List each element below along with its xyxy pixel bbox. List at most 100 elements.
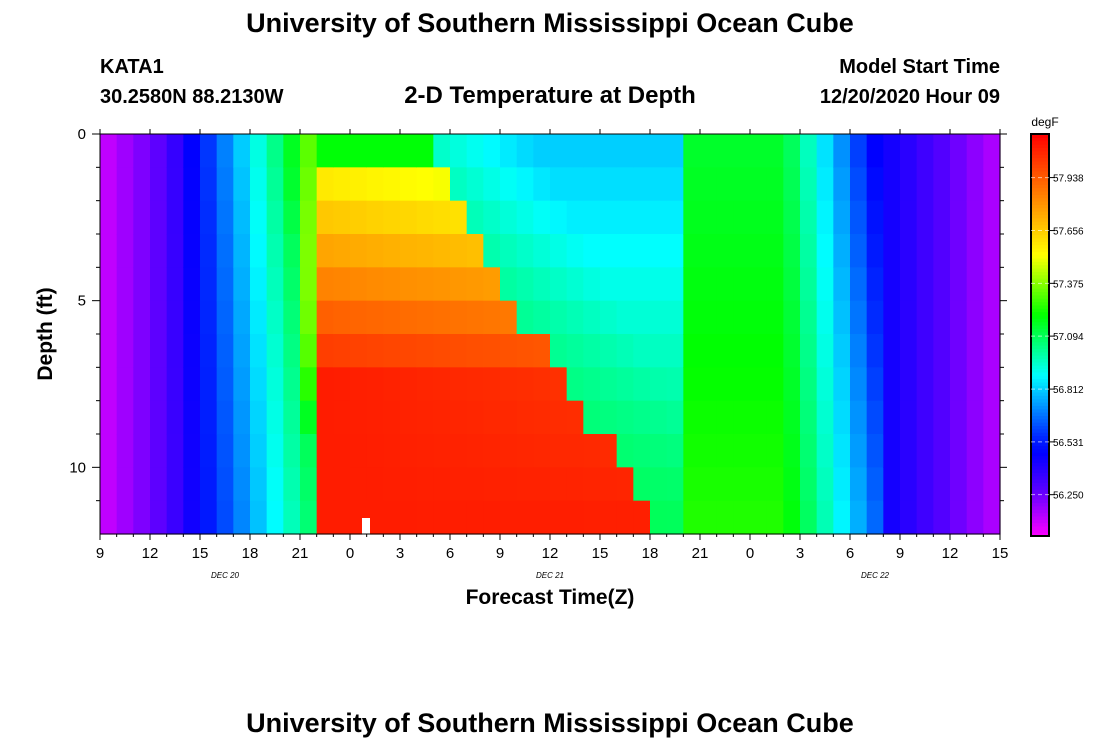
heatmap-cell [433,300,451,335]
heatmap-cell [783,234,801,268]
heatmap-cell [566,300,584,335]
heatmap-cell [600,134,618,168]
heatmap-cell [133,500,151,535]
heatmap-cell [383,334,401,368]
heatmap-cell [583,167,601,202]
heatmap-cell [183,367,201,402]
heatmap-cell [733,267,751,302]
colorbar-segment [1031,301,1049,306]
heatmap-cell [650,300,668,335]
heatmap-cell [233,167,251,202]
heatmap-cell [300,167,318,202]
heatmap-cell [716,167,734,202]
heatmap-cell [200,434,218,468]
heatmap-cell [583,267,601,302]
heatmap-cell [716,367,734,402]
heatmap-cell [833,434,851,468]
colorbar-segment [1031,160,1049,165]
heatmap-cell [316,500,334,535]
heatmap-cell [750,334,768,368]
heatmap-cell [666,334,684,368]
heatmap-cell [866,500,884,535]
heatmap-cell [133,434,151,468]
heatmap-cell [416,267,434,302]
colorbar-segment [1031,234,1049,239]
heatmap-cell [950,467,968,502]
heatmap-cell [616,367,634,402]
heatmap-cell [550,467,568,502]
date-label: DEC 21 [536,571,564,580]
heatmap-cell [433,200,451,235]
heatmap-cell [766,334,784,368]
colorbar-segment [1031,167,1049,172]
heatmap-cell [916,367,934,402]
heatmap-cell [883,400,901,435]
colorbar-segment [1031,442,1049,447]
heatmap-cell [650,367,668,402]
heatmap-cell [933,334,951,368]
heatmap-cell [883,167,901,202]
heatmap-cell [166,367,184,402]
heatmap-cell [766,200,784,235]
heatmap-cell [383,367,401,402]
heatmap-cell [916,134,934,168]
heatmap-cell [800,234,818,268]
heatmap-cell [916,234,934,268]
colorbar-segment [1031,381,1049,386]
heatmap-cell [733,367,751,402]
heatmap-cell [933,200,951,235]
heatmap-cell [700,134,718,168]
heatmap-cell [433,134,451,168]
heatmap-cell [816,267,834,302]
colorbar-segment [1031,331,1049,336]
heatmap-cell [750,200,768,235]
heatmap-cell [866,367,884,402]
heatmap-cell [300,200,318,235]
heatmap-cell [283,200,301,235]
heatmap-cell [283,267,301,302]
colorbar-segment [1031,291,1049,296]
heatmap-cell [950,200,968,235]
colorbar-segment [1031,428,1049,433]
heatmap-cell [566,234,584,268]
heatmap-cell [516,467,534,502]
colorbar-segment [1031,278,1049,282]
heatmap-cell [566,367,584,402]
heatmap-cell [516,234,534,268]
heatmap-cell [683,167,701,202]
heatmap-cell [866,200,884,235]
heatmap-cell [650,334,668,368]
heatmap-cell [283,467,301,502]
heatmap-cell [150,234,168,268]
colorbar-segment [1031,217,1049,222]
heatmap-cell [850,434,868,468]
colorbar-segment [1031,140,1049,145]
heatmap-cell [150,134,168,168]
heatmap-cell [966,334,984,368]
heatmap-cell [333,334,351,368]
heatmap-cell [166,234,184,268]
colorbar-segment [1031,388,1049,393]
heatmap-cell [583,134,601,168]
heatmap-cell [600,434,618,468]
heatmap-cell [550,367,568,402]
heatmap-cell [950,300,968,335]
heatmap-cell [866,134,884,168]
heatmap-cell [783,134,801,168]
x-tick-label: 0 [746,545,754,562]
heatmap-cell [750,367,768,402]
heatmap-cell [533,267,551,302]
colorbar-segment [1031,469,1049,473]
heatmap-cell [100,367,118,402]
heatmap-cell [550,434,568,468]
heatmap-cell [133,200,151,235]
heatmap-cell [900,500,918,535]
heatmap-cell [616,334,634,368]
heatmap-cell [466,434,484,468]
heatmap-cell [900,167,918,202]
heatmap-cell [100,500,118,535]
heatmap-cell [633,434,651,468]
colorbar-segment [1031,462,1049,467]
heatmap-cell [333,500,351,535]
colorbar-segment [1031,465,1049,470]
